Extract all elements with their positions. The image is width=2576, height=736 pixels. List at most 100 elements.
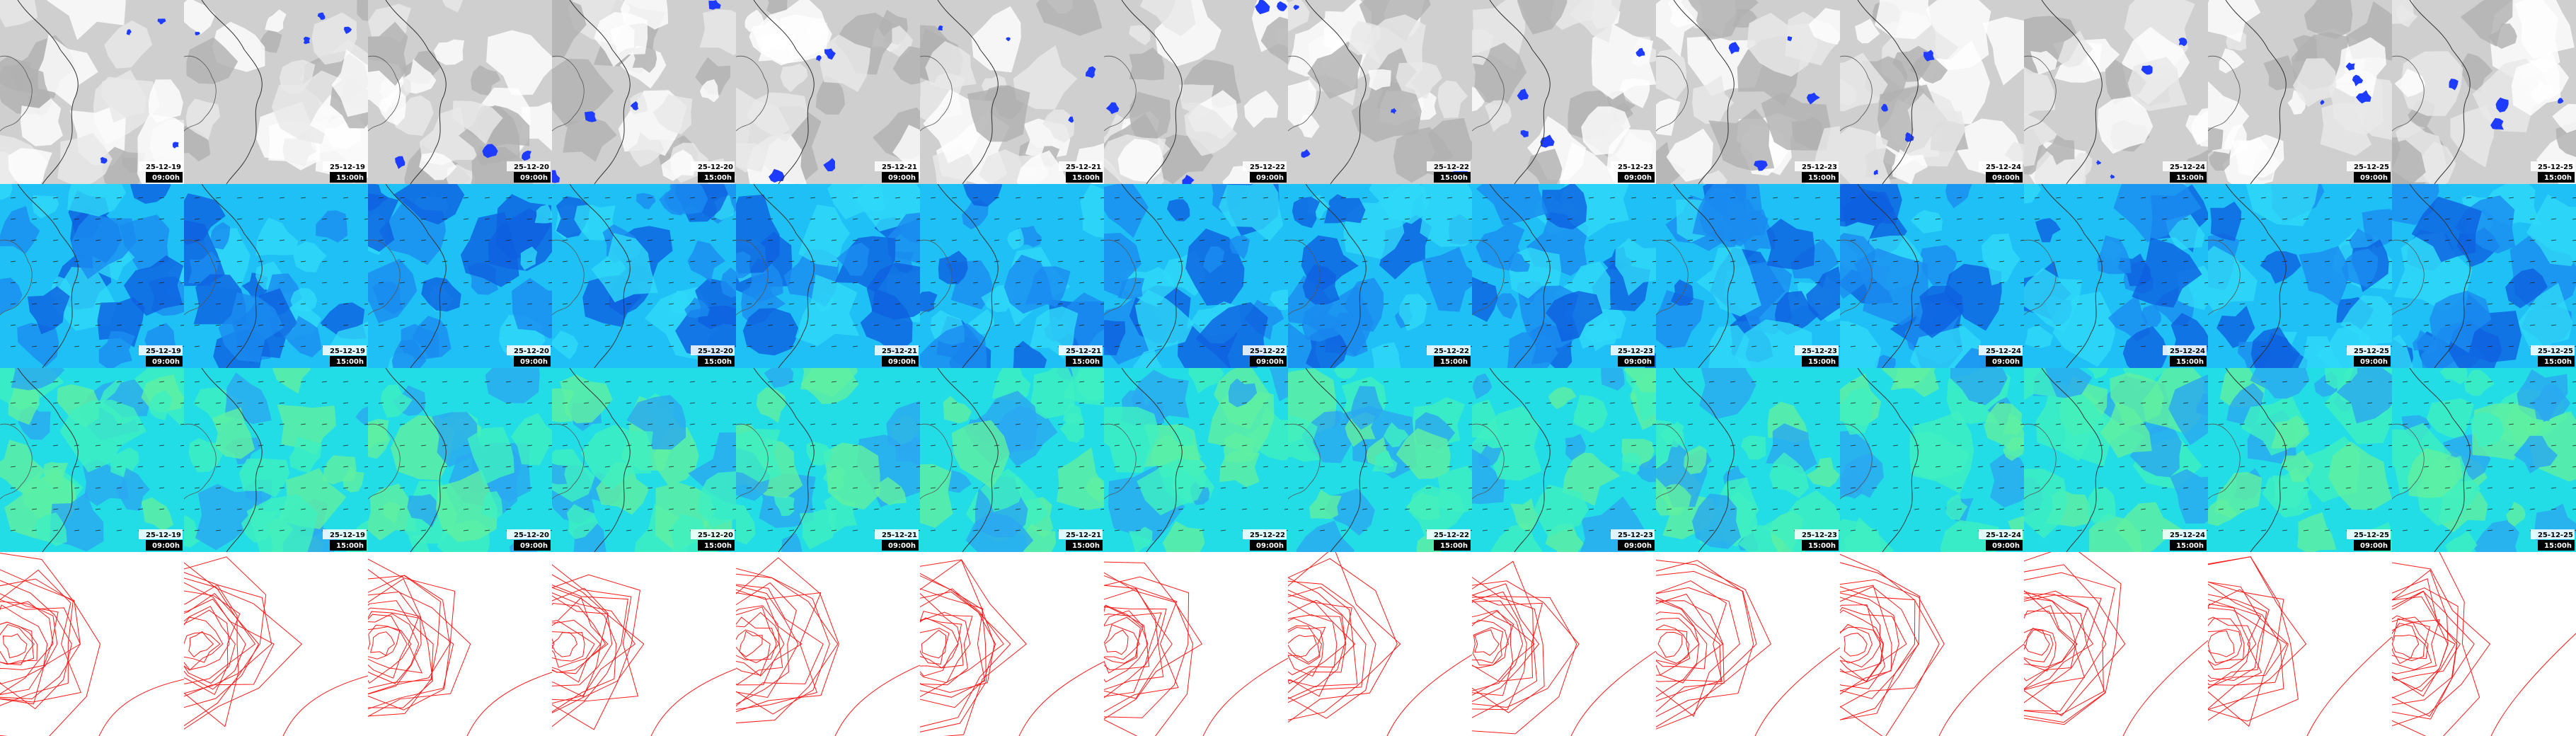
field-blob — [2030, 50, 2058, 75]
wind-arrow — [951, 345, 958, 347]
wind-arrow — [420, 444, 427, 447]
wind-arrow — [1220, 197, 1226, 199]
wind-arrow — [1298, 529, 1304, 531]
wind-arrow — [604, 466, 611, 468]
wind-arrow — [1546, 345, 1552, 347]
wind-arrow — [1892, 260, 1899, 263]
wind-arrow — [1977, 239, 1984, 241]
wind-arrow — [1892, 423, 1899, 425]
wind-arrow — [1298, 444, 1304, 447]
wind-arrow — [1298, 423, 1304, 425]
wind-arrow — [767, 508, 774, 510]
map-panel — [920, 552, 1104, 736]
wind-arrow — [1447, 444, 1453, 447]
precip-cell — [1635, 47, 1645, 57]
wind-arrow — [442, 239, 448, 241]
field-blob — [1085, 476, 1104, 502]
wind-arrow — [1892, 324, 1899, 326]
wind-arrow — [484, 529, 490, 531]
wind-arrow — [2508, 466, 2514, 468]
map-panel — [1472, 552, 1656, 736]
wind-arrow — [527, 423, 533, 425]
field-blob — [1950, 368, 2008, 406]
wind-arrow — [831, 197, 837, 199]
contour-line — [2024, 594, 2106, 723]
wind-arrow — [604, 239, 611, 241]
field-blob — [563, 117, 617, 162]
wind-arrow — [1935, 239, 1941, 241]
wind-arrow — [484, 260, 490, 263]
wind-arrow — [137, 197, 144, 199]
wind-arrow — [10, 381, 16, 383]
contour-line — [0, 569, 81, 700]
wind-arrow — [1298, 466, 1304, 468]
date-box — [2531, 345, 2575, 355]
wind-arrow — [1914, 466, 1920, 468]
wind-arrow — [1850, 324, 1856, 326]
wind-arrow — [2034, 466, 2040, 468]
wind-arrow — [583, 324, 590, 326]
wind-arrow — [689, 197, 696, 199]
wind-arrow — [1546, 423, 1552, 425]
contour-line — [1938, 643, 2024, 736]
contour-line — [2208, 618, 2245, 666]
contour-line — [184, 598, 246, 690]
contour-line — [1288, 594, 1356, 697]
field-blob — [2460, 0, 2513, 47]
wind-arrow — [1708, 260, 1715, 263]
field-blob — [2219, 48, 2245, 74]
wind-arrow — [916, 260, 920, 263]
field-blob — [636, 192, 656, 209]
wind-arrow — [1687, 444, 1694, 447]
field-blob — [946, 470, 972, 493]
wind-arrow — [180, 444, 184, 447]
wind-arrow — [647, 345, 653, 347]
field-blob — [1371, 342, 1401, 368]
field-blob — [212, 407, 255, 459]
wind-arrow — [1850, 466, 1856, 468]
wind-arrow — [2140, 282, 2146, 284]
date-box — [507, 529, 551, 539]
field-blob — [2439, 368, 2468, 385]
contour-line — [368, 577, 434, 708]
wind-arrow — [2402, 282, 2408, 284]
field-blob — [1207, 390, 1275, 459]
date-box — [691, 161, 735, 171]
wind-arrow — [2551, 466, 2557, 468]
field-blob — [272, 368, 311, 394]
wind-arrow — [746, 381, 752, 383]
wind-arrow — [2402, 423, 2408, 425]
wind-arrow — [604, 444, 611, 447]
wind-arrow — [364, 444, 368, 447]
coastline — [201, 184, 263, 368]
wind-arrow — [2508, 444, 2514, 447]
contour-line — [98, 679, 184, 736]
wind-arrow — [767, 260, 774, 263]
wind-arrow — [1892, 529, 1899, 531]
precip-cell — [2495, 97, 2509, 113]
wind-arrow — [1977, 282, 1984, 284]
time-label: 15:00h — [1808, 542, 1836, 550]
field-blob — [1117, 139, 1164, 183]
field-blob — [2024, 468, 2068, 539]
wind-arrow — [788, 282, 795, 284]
field-blob — [2429, 290, 2492, 353]
wind-arrow — [1425, 444, 1432, 447]
precip-cell — [2352, 74, 2364, 86]
wind-arrow — [548, 282, 552, 284]
wind-arrow — [1447, 282, 1453, 284]
wind-arrow — [711, 381, 717, 383]
wind-arrow — [930, 508, 936, 510]
wind-arrow — [484, 197, 490, 199]
wind-arrow — [399, 508, 406, 510]
wind-arrow — [689, 239, 696, 241]
wind-arrow — [279, 466, 285, 468]
wind-arrow — [505, 466, 512, 468]
wind-arrow — [364, 466, 368, 468]
wind-arrow — [1546, 260, 1552, 263]
coastline — [2409, 184, 2471, 368]
wind-arrow — [1793, 260, 1800, 263]
wind-arrow — [2119, 381, 2125, 383]
